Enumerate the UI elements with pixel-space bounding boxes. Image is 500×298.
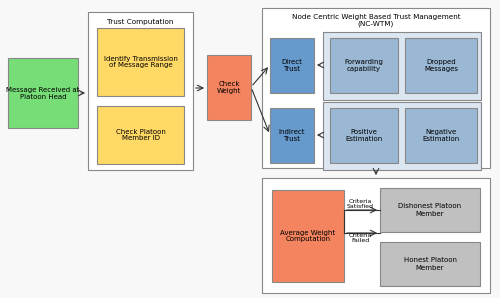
FancyBboxPatch shape	[207, 55, 251, 120]
Text: Check
Weight: Check Weight	[217, 81, 241, 94]
Text: Honest Platoon
Member: Honest Platoon Member	[404, 257, 456, 271]
FancyBboxPatch shape	[8, 58, 78, 128]
FancyBboxPatch shape	[88, 12, 193, 170]
Text: Dropped
Messages: Dropped Messages	[424, 59, 458, 72]
Text: Negative
Estimation: Negative Estimation	[422, 129, 460, 142]
FancyBboxPatch shape	[330, 108, 398, 163]
Text: Average Weight
Computation: Average Weight Computation	[280, 229, 336, 243]
FancyBboxPatch shape	[323, 102, 481, 170]
FancyBboxPatch shape	[405, 108, 477, 163]
Text: Node Centric Weight Based Trust Management
(NC-WTM): Node Centric Weight Based Trust Manageme…	[292, 14, 460, 27]
FancyBboxPatch shape	[262, 8, 490, 168]
FancyBboxPatch shape	[405, 38, 477, 93]
Text: Trust Computation: Trust Computation	[108, 19, 174, 25]
FancyBboxPatch shape	[323, 32, 481, 100]
FancyBboxPatch shape	[262, 178, 490, 293]
FancyBboxPatch shape	[270, 108, 314, 163]
Text: Dishonest Platoon
Member: Dishonest Platoon Member	[398, 204, 462, 217]
FancyBboxPatch shape	[330, 38, 398, 93]
Text: Message Received at
Platoon Head: Message Received at Platoon Head	[6, 86, 80, 100]
Text: Indirect
Trust: Indirect Trust	[279, 129, 305, 142]
Text: Direct
Trust: Direct Trust	[282, 59, 302, 72]
Text: Criteria
Failed: Criteria Failed	[348, 233, 372, 243]
Text: Identify Transmission
of Message Range: Identify Transmission of Message Range	[104, 55, 178, 69]
FancyBboxPatch shape	[272, 190, 344, 282]
Text: Positive
Estimation: Positive Estimation	[346, 129, 383, 142]
FancyBboxPatch shape	[380, 242, 480, 286]
Text: Check Platoon
Member ID: Check Platoon Member ID	[116, 128, 166, 142]
FancyBboxPatch shape	[97, 106, 184, 164]
Text: Criteria
Satisfied: Criteria Satisfied	[346, 198, 374, 209]
FancyBboxPatch shape	[270, 38, 314, 93]
FancyBboxPatch shape	[380, 188, 480, 232]
Text: Forwarding
capability: Forwarding capability	[344, 59, 384, 72]
FancyBboxPatch shape	[97, 28, 184, 96]
